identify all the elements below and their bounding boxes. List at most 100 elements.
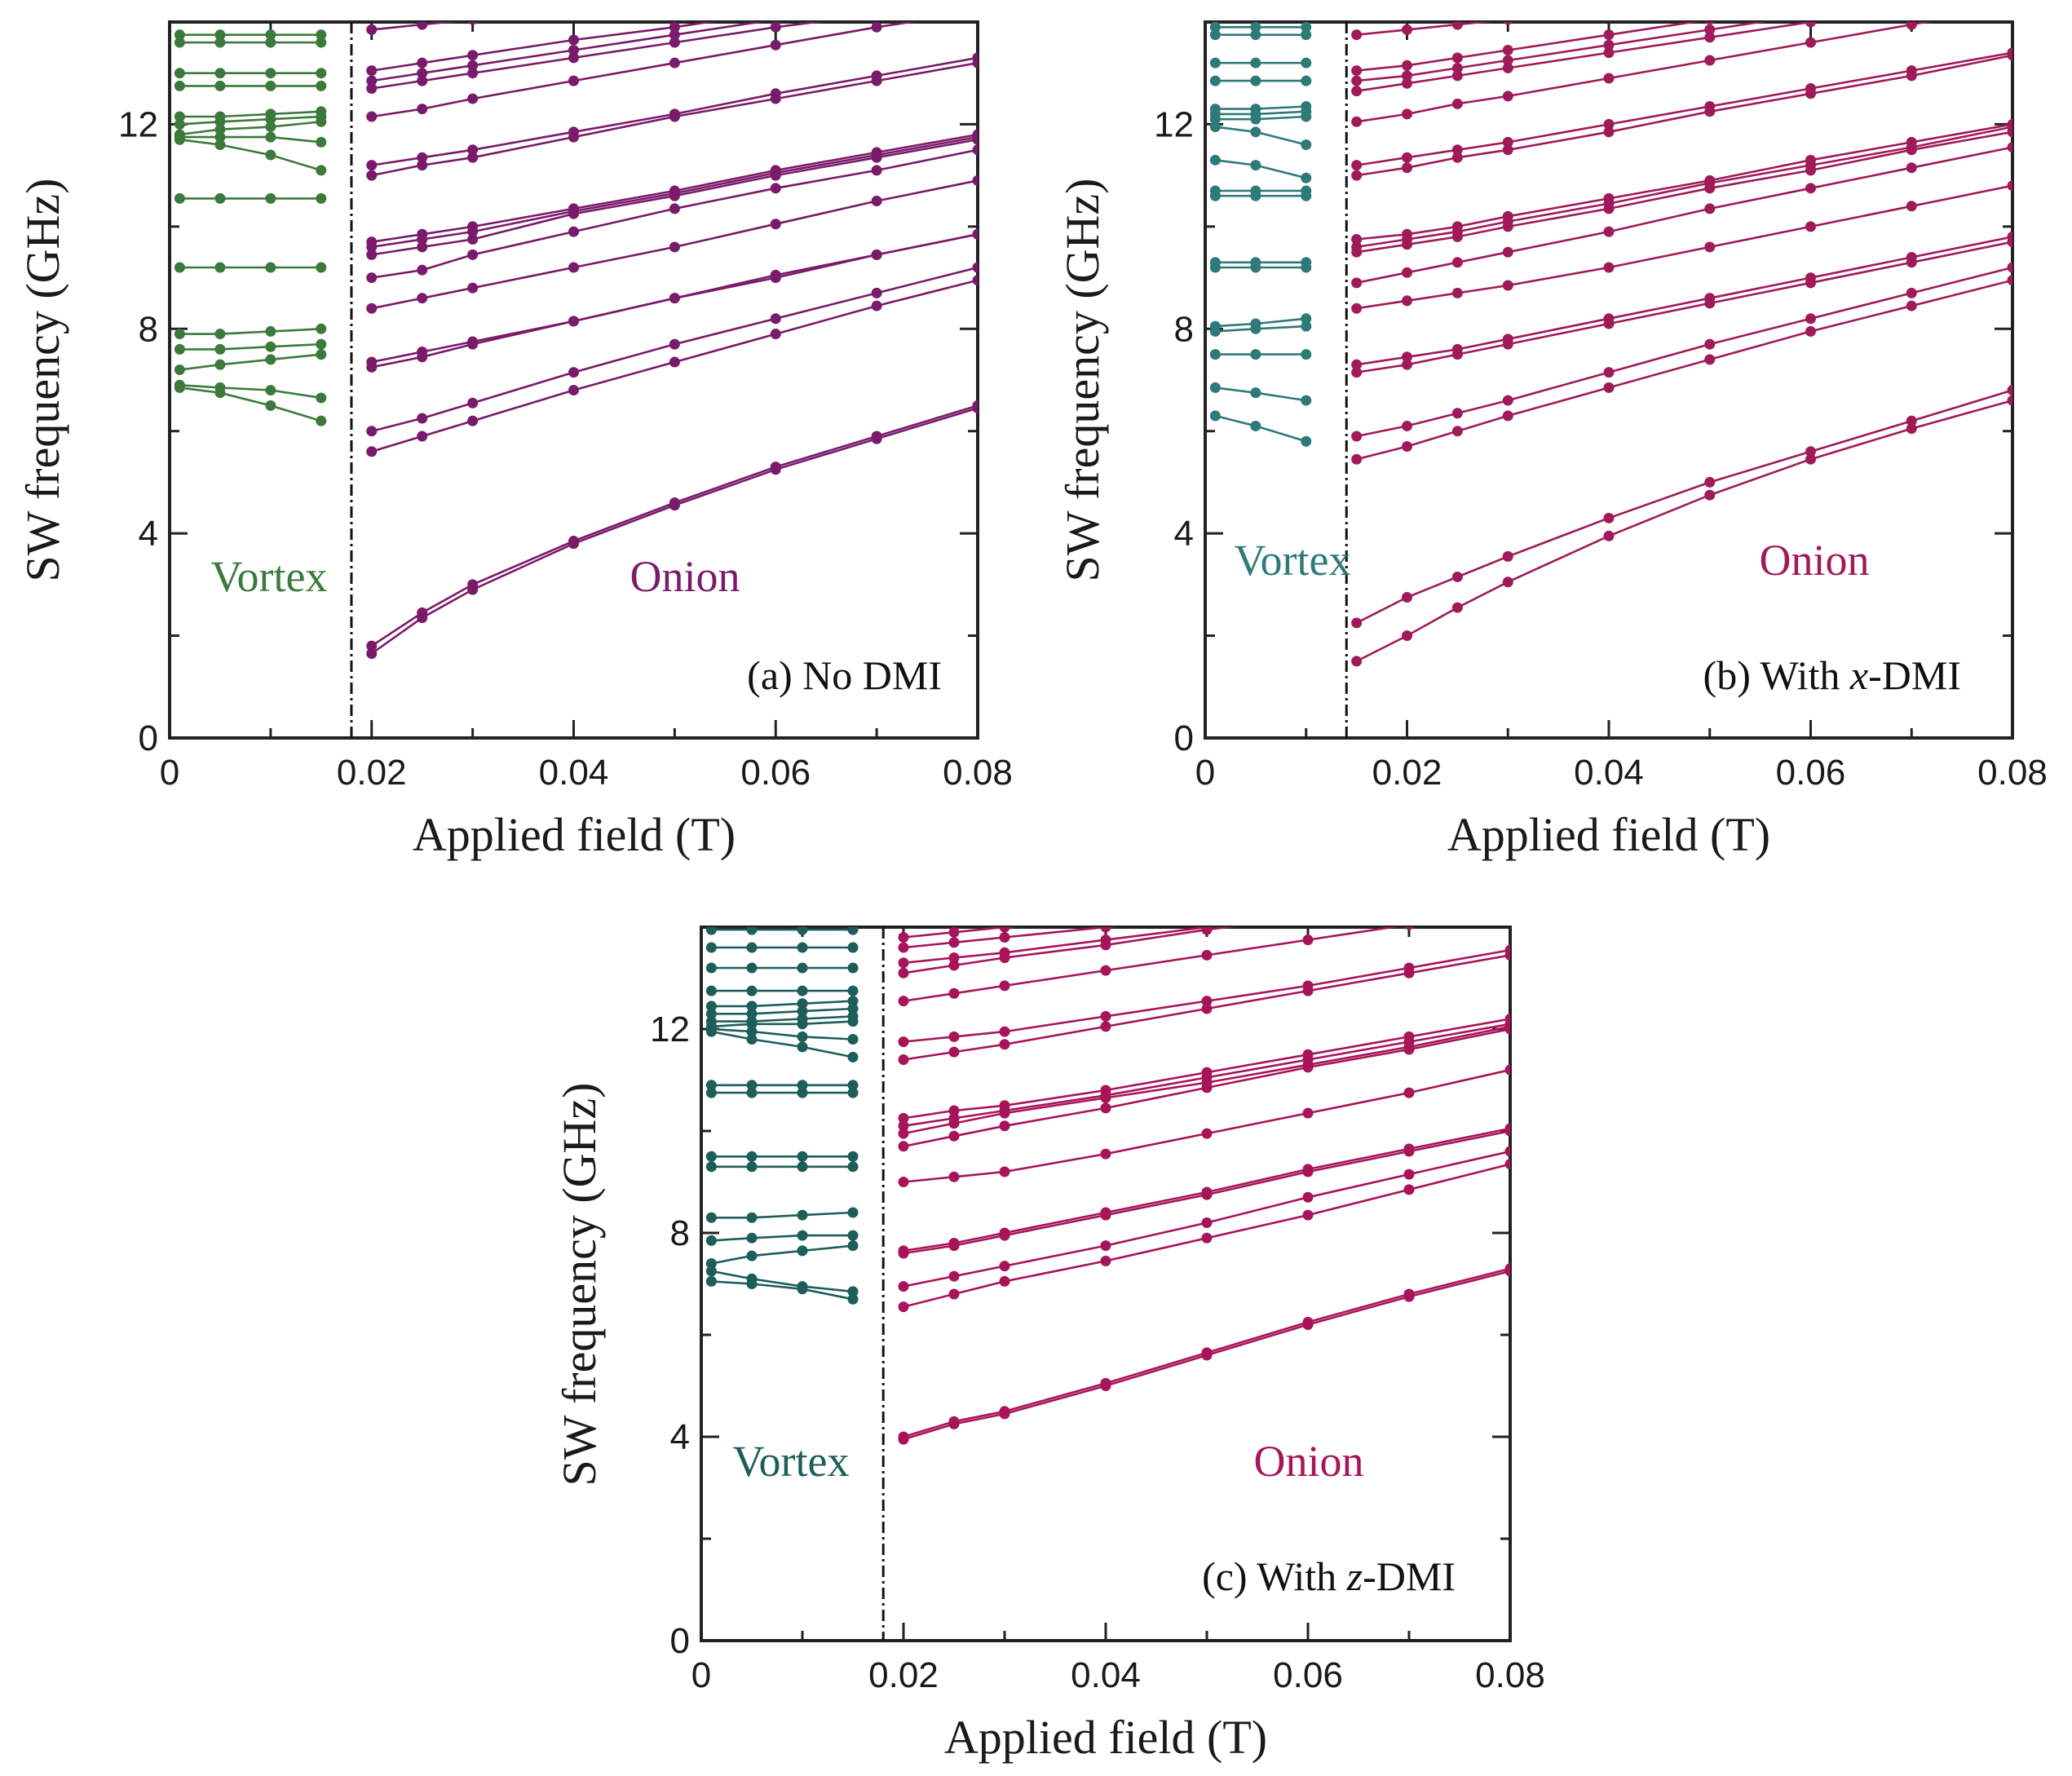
vortex-mode-point — [847, 1293, 859, 1305]
vortex-mode-point — [316, 116, 327, 127]
onion-mode-point — [770, 313, 781, 325]
onion-mode-point — [2007, 395, 2012, 406]
onion-mode-point — [2007, 275, 2012, 286]
onion-mode-point — [871, 22, 882, 33]
vortex-mode-point — [797, 985, 808, 996]
onion-mode-line — [903, 1025, 1510, 1135]
vortex-mode-point — [214, 80, 226, 91]
onion-mode-point — [1404, 891, 1415, 902]
vortex-mode-point — [797, 1018, 808, 1030]
vortex-mode-line — [711, 1015, 854, 1023]
vortex-mode-line — [1215, 126, 1307, 146]
onion-mode-point — [1201, 1128, 1213, 1139]
onion-mode-point — [669, 293, 680, 304]
vortex-mode-point — [174, 382, 185, 393]
onion-mode-line — [1356, 22, 1494, 36]
onion-mode-point — [467, 60, 479, 71]
onion-mode-point — [948, 1418, 960, 1429]
onion-mode-point — [898, 932, 909, 943]
vortex-mode-point — [746, 1161, 758, 1173]
vortex-mode-point — [1250, 420, 1261, 431]
vortex-mode-point — [1250, 75, 1261, 86]
onion-mode-point — [669, 111, 680, 122]
plot-area — [174, 7, 978, 660]
vortex-mode-point — [1301, 320, 1312, 332]
onion-mode-point — [1505, 881, 1516, 892]
onion-mode-point — [467, 93, 479, 104]
vortex-mode-point — [265, 131, 276, 143]
y-axis-label: SW frequency (GHz) — [553, 1083, 606, 1487]
vortex-mode-line — [179, 135, 321, 144]
onion-mode-point — [1502, 91, 1513, 102]
onion-mode-point — [1100, 1209, 1111, 1221]
vortex-mode-point — [265, 341, 276, 352]
onion-mode-point — [669, 356, 680, 368]
onion-mode-point — [1603, 73, 1615, 84]
onion-mode-point — [1502, 280, 1513, 291]
onion-region-label: Onion — [1760, 536, 1870, 585]
onion-mode-point — [1302, 985, 1314, 996]
y-tick-label: 12 — [650, 1009, 690, 1049]
onion-mode-point — [948, 960, 960, 971]
onion-mode-point — [972, 228, 978, 240]
onion-mode-point — [948, 987, 960, 999]
vortex-mode-line — [711, 1211, 854, 1219]
vortex-mode-point — [265, 385, 276, 396]
onion-mode-point — [1906, 257, 1917, 268]
onion-mode-point — [770, 464, 781, 475]
x-tick-label: 0.04 — [539, 753, 609, 793]
onion-mode-point — [948, 1270, 960, 1282]
onion-mode-point — [871, 300, 882, 311]
onion-mode-point — [1805, 0, 1816, 10]
onion-mode-point — [1351, 303, 1363, 314]
vortex-mode-line — [711, 1030, 854, 1058]
vortex-mode-point — [1250, 113, 1261, 125]
vortex-mode-point — [1209, 325, 1221, 337]
vortex-mode-point — [1250, 262, 1261, 273]
vortex-mode-point — [705, 1235, 717, 1246]
vortex-mode-point — [316, 262, 327, 273]
vortex-mode-point — [847, 1286, 859, 1297]
onion-mode-point — [1202, 912, 1213, 922]
y-tick-label: 4 — [1174, 514, 1194, 554]
vortex-mode-point — [265, 37, 276, 48]
vortex-mode-point — [797, 927, 808, 935]
vortex-mode-point — [265, 400, 276, 411]
onion-mode-point — [1504, 1146, 1510, 1157]
onion-mode-point — [1100, 1255, 1111, 1266]
onion-mode-point — [366, 446, 378, 457]
onion-mode-point — [467, 68, 479, 79]
vortex-mode-point — [1301, 57, 1312, 68]
y-tick-label: 12 — [118, 104, 158, 144]
x-tick-label: 0.04 — [1071, 1655, 1141, 1695]
onion-mode-point — [1201, 1003, 1213, 1014]
onion-mode-point — [568, 226, 579, 237]
onion-mode-point — [1805, 446, 1816, 457]
onion-mode-point — [1603, 367, 1615, 378]
onion-mode-point — [1303, 912, 1314, 922]
x-tick-label: 0.06 — [1273, 1655, 1343, 1695]
vortex-mode-point — [847, 1087, 859, 1098]
onion-mode-point — [1504, 1266, 1510, 1277]
onion-mode-point — [568, 7, 579, 17]
vortex-mode-point — [174, 329, 185, 340]
onion-mode-point — [1404, 927, 1414, 930]
onion-mode-point — [1451, 426, 1463, 437]
onion-mode-point — [1100, 1381, 1111, 1391]
onion-mode-point — [1504, 1023, 1510, 1035]
onion-mode-point — [999, 1120, 1010, 1132]
onion-mode-point — [417, 22, 428, 30]
vortex-mode-point — [265, 68, 276, 79]
vortex-mode-point — [705, 1212, 717, 1223]
onion-mode-point — [1502, 577, 1513, 588]
onion-mode-line — [903, 927, 1216, 965]
onion-mode-point — [1201, 1232, 1213, 1244]
onion-mode-point — [467, 415, 479, 426]
onion-mode-point — [770, 272, 781, 284]
onion-mode-point — [1303, 909, 1314, 920]
onion-mode-point — [1805, 221, 1816, 232]
vortex-mode-point — [265, 29, 276, 41]
vortex-mode-line — [711, 1280, 854, 1301]
vortex-mode-point — [746, 1080, 758, 1091]
onion-mode-point — [771, 7, 781, 17]
